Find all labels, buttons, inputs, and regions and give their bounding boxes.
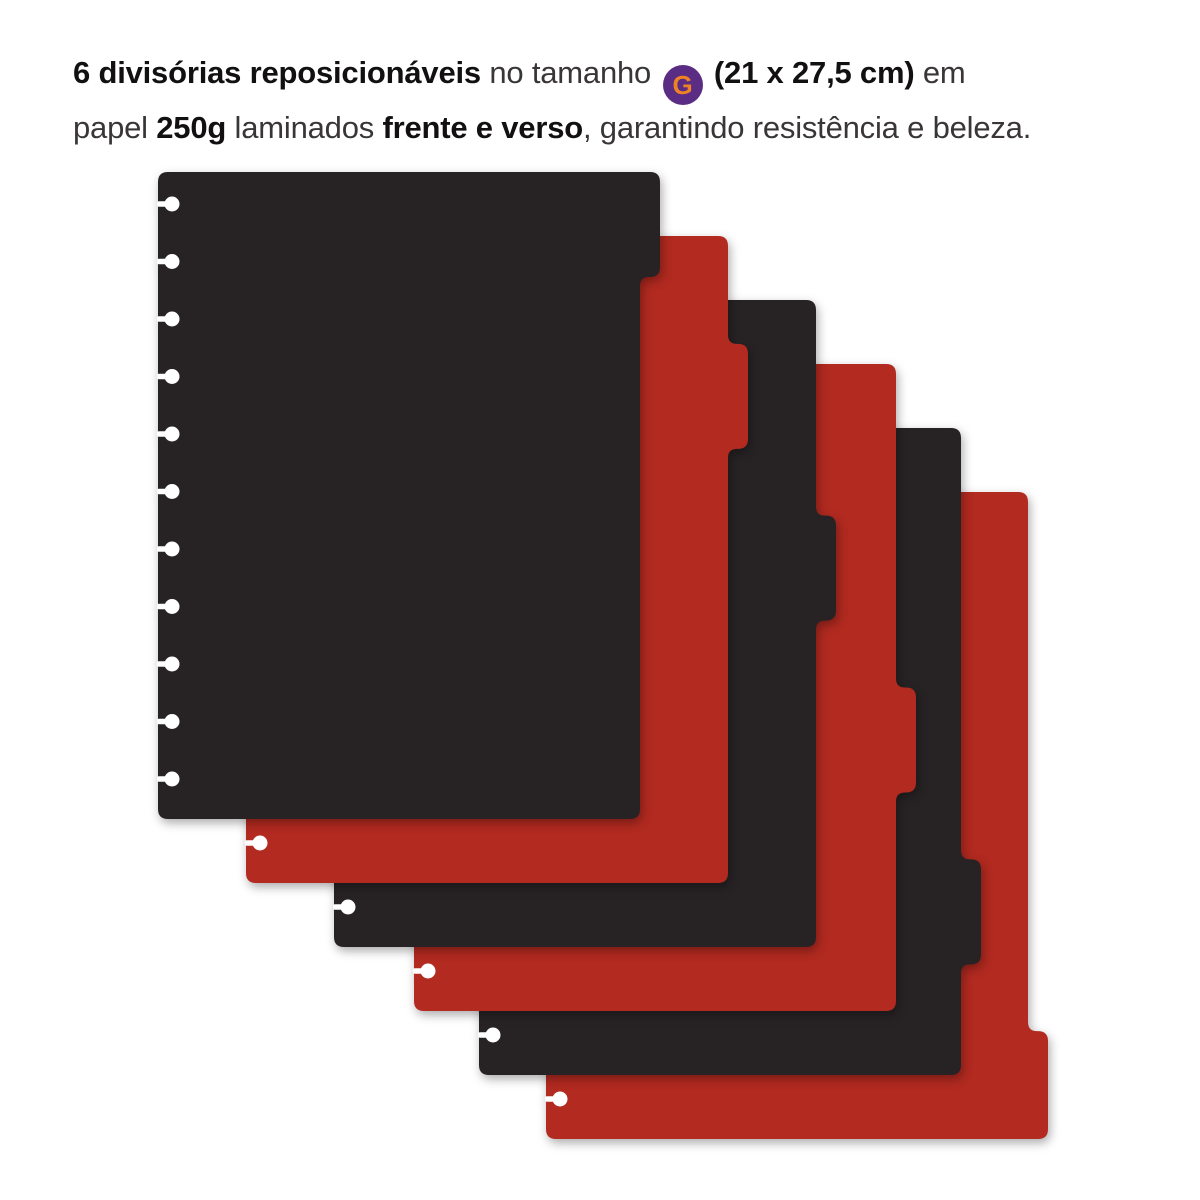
disc-punch-hole xyxy=(164,541,180,557)
product-description: 6 divisórias reposicionáveis no tamanho … xyxy=(73,50,1173,151)
description-segment: papel xyxy=(73,110,157,145)
divider-1-black xyxy=(157,172,660,819)
disc-punch-hole xyxy=(164,599,180,614)
disc-punch-hole xyxy=(164,484,180,499)
description-segment: 6 divisórias reposicionáveis xyxy=(73,55,481,90)
description-segment: laminados xyxy=(226,110,383,145)
disc-punch-hole xyxy=(164,254,180,269)
description-segment: 250g xyxy=(156,110,227,145)
divider-1-black-sheet xyxy=(158,172,660,819)
disc-punch-hole xyxy=(485,1027,501,1043)
disc-punch-hole xyxy=(340,899,356,915)
description-segment: em xyxy=(914,55,966,90)
disc-punch-hole xyxy=(164,714,180,729)
disc-punch-hole xyxy=(164,656,180,672)
disc-punch-hole xyxy=(164,196,180,212)
disc-punch-hole xyxy=(420,963,436,979)
disc-punch-hole xyxy=(164,369,180,384)
description-segment: (21 x 27,5 cm) xyxy=(705,55,915,90)
disc-punch-hole xyxy=(164,771,180,787)
disc-punch-hole xyxy=(164,311,180,327)
disc-punch-hole xyxy=(552,1091,568,1107)
description-segment: no tamanho xyxy=(480,55,660,90)
description-segment: frente e verso xyxy=(382,110,583,145)
size-g-badge: G xyxy=(662,65,703,105)
description-segment: , garantindo resistência e beleza. xyxy=(582,110,1032,145)
disc-punch-hole xyxy=(164,426,180,442)
disc-punch-hole xyxy=(252,835,268,851)
